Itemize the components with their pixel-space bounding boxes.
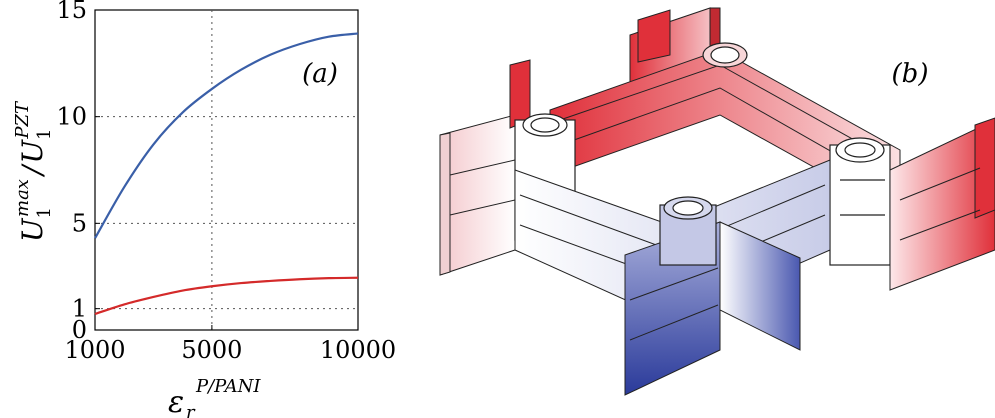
y-tick-label: 10: [56, 103, 87, 131]
y-label-ref-sup: PZT: [12, 100, 33, 140]
y-axis-label: U1max/U1PZT: [12, 100, 55, 242]
plot-frame: [94, 9, 359, 331]
svg-text:U1max/U1PZT: U1max/U1PZT: [12, 100, 55, 242]
figure-b-3d-structure: (b): [439, 7, 995, 396]
y-label-base: U: [16, 217, 49, 242]
x-label-sub: r: [186, 402, 196, 418]
y-label-ref: U: [16, 139, 49, 164]
y-label-slash: /: [16, 163, 49, 178]
series-line-2: [94, 276, 359, 316]
series-layer: [94, 32, 359, 316]
y-tick-label: 15: [56, 0, 87, 24]
x-label-base: ε: [168, 385, 184, 418]
x-tick-label: 10000: [320, 336, 396, 364]
front-blue-cylinder: [659, 196, 717, 266]
left-fin: [439, 114, 516, 276]
panel-label-a: (a): [302, 59, 338, 89]
right-cylinder: [829, 137, 891, 266]
panel-label-b: (b): [892, 59, 929, 89]
x-label-sup: P/PANI: [195, 376, 261, 397]
y-tick-label: 1: [72, 295, 87, 323]
x-tick-label: 5000: [181, 336, 242, 364]
y-tick-label: 5: [72, 209, 87, 237]
top-cylinder: [702, 42, 748, 68]
upper-left-red-fin: [509, 59, 531, 129]
grid-lines: [95, 10, 358, 330]
right-fin: [889, 117, 995, 291]
y-tick-label: 0: [72, 316, 87, 344]
x-tick-labels: 1000 5000 10000: [64, 336, 396, 364]
x-tick-label: 1000: [64, 336, 125, 364]
y-label-base-sup: max: [12, 179, 33, 217]
y-label-ref-sub: 1: [34, 129, 55, 140]
plot-area: [94, 9, 359, 331]
y-label-base-sub: 1: [34, 207, 55, 218]
tick-marks: [94, 9, 359, 331]
x-axis-label: ε r P/PANI: [168, 376, 261, 418]
series-line-1: [94, 32, 359, 239]
